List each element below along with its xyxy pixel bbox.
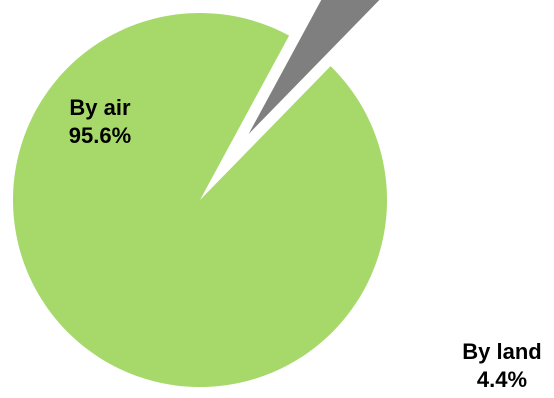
data-label-by-land-value: 4.4% <box>476 367 528 392</box>
slice-by-land <box>248 0 380 134</box>
data-label-by-air: By air 95.6% <box>40 94 160 150</box>
slice-by-air <box>13 12 388 388</box>
data-label-by-air-category: By air <box>69 95 131 120</box>
data-label-by-air-value: 95.6% <box>68 123 132 148</box>
data-label-by-land-category: By land <box>462 339 542 364</box>
data-label-by-land: By land 4.4% <box>447 338 554 394</box>
